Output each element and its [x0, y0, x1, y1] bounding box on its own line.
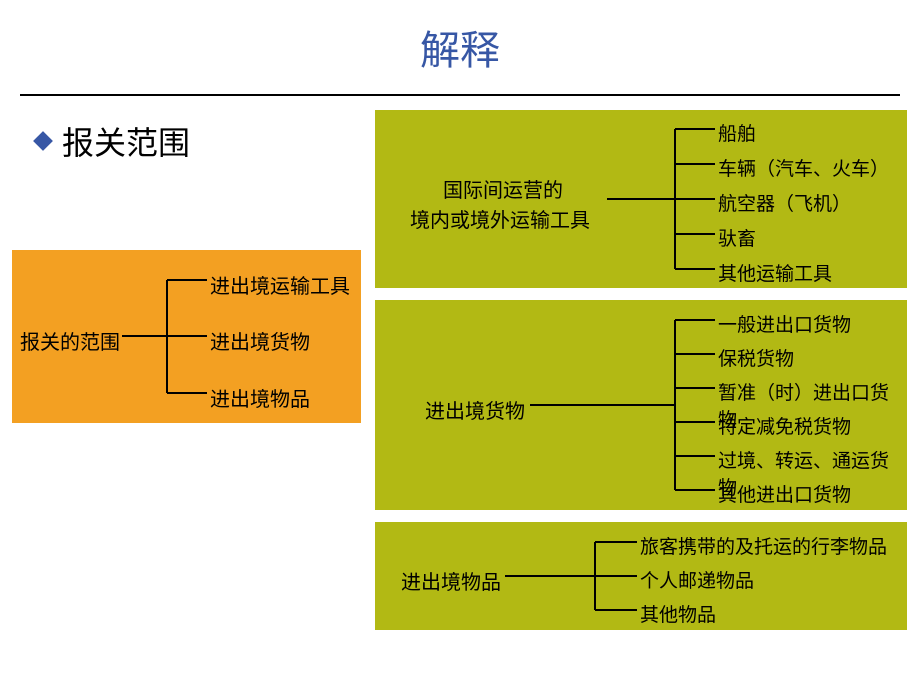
orange-tree-block: 报关的范围 进出境运输工具 进出境货物 进出境物品 [12, 250, 361, 423]
olive-block-transport: 国际间运营的 境内或境外运输工具 船舶 车辆（汽车、火车） 航空器（飞机） 驮畜… [375, 110, 907, 288]
olive1-child-2: 航空器（飞机） [718, 189, 851, 216]
olive3-child-0: 旅客携带的及托运的行李物品 [640, 532, 887, 559]
olive3-root: 进出境物品 [401, 566, 501, 595]
olive1-root-line2: 境内或境外运输工具 [410, 204, 590, 233]
olive1-child-0: 船舶 [718, 119, 756, 146]
olive2-root: 进出境货物 [425, 395, 525, 424]
diamond-bullet-icon [33, 131, 53, 151]
olive2-child-1: 保税货物 [718, 344, 794, 371]
orange-root-label: 报关的范围 [20, 326, 120, 355]
olive2-child-0: 一般进出口货物 [718, 310, 851, 337]
orange-child-1: 进出境货物 [210, 326, 310, 355]
olive3-child-1: 个人邮递物品 [640, 566, 754, 593]
olive1-root-line1: 国际间运营的 [443, 174, 563, 203]
orange-child-2: 进出境物品 [210, 383, 310, 412]
olive1-child-1: 车辆（汽车、火车） [718, 154, 889, 181]
orange-child-0: 进出境运输工具 [210, 270, 350, 299]
section-heading: 报关范围 [36, 118, 190, 164]
olive1-child-4: 其他运输工具 [718, 259, 832, 286]
olive-block-goods: 进出境货物 一般进出口货物 保税货物 暂准（时）进出口货物 特定减免税货物 过境… [375, 300, 907, 510]
slide-title: 解释 [0, 0, 920, 76]
olive3-child-2: 其他物品 [640, 600, 716, 627]
title-underline [20, 94, 900, 96]
olive-block-articles: 进出境物品 旅客携带的及托运的行李物品 个人邮递物品 其他物品 [375, 522, 907, 630]
section-heading-text: 报关范围 [62, 118, 190, 164]
olive2-child-5: 其他进出口货物 [718, 480, 851, 507]
olive2-child-3: 特定减免税货物 [718, 412, 851, 439]
olive1-child-3: 驮畜 [718, 224, 756, 251]
